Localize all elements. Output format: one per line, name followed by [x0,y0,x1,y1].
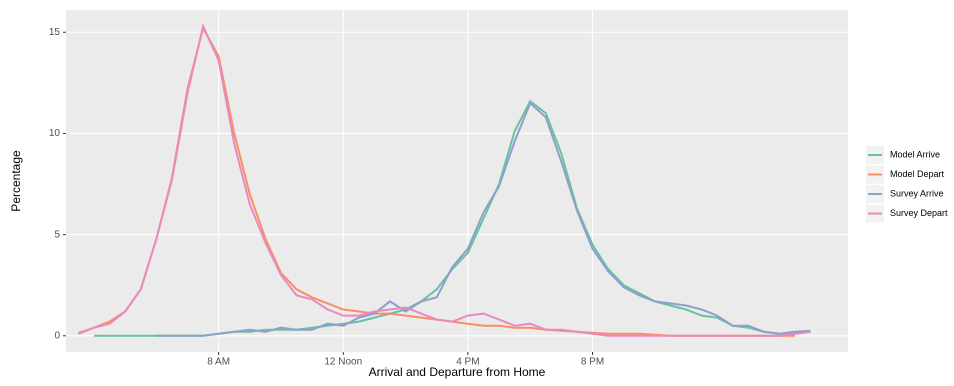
series-line [156,101,811,337]
y-tick-label: 5 [54,229,60,240]
plot-panel [66,10,848,352]
x-tick-label: 8 PM [581,357,604,368]
x-tick-label: 12 Noon [324,357,362,368]
x-axis-title: Arrival and Departure from Home [369,365,546,379]
y-tick-label: 10 [49,128,61,139]
legend-label: Survey Arrive [890,188,944,198]
legend-label: Model Depart [890,169,945,179]
x-tick-label: 4 PM [456,357,479,368]
y-axis-title: Percentage [9,150,23,212]
y-tick-label: 15 [49,27,61,38]
legend-label: Model Arrive [890,149,940,159]
x-tick-label: 8 AM [207,357,230,368]
series-line [78,23,811,337]
y-tick-label: 0 [54,330,60,341]
legend-label: Survey Depart [890,208,948,218]
